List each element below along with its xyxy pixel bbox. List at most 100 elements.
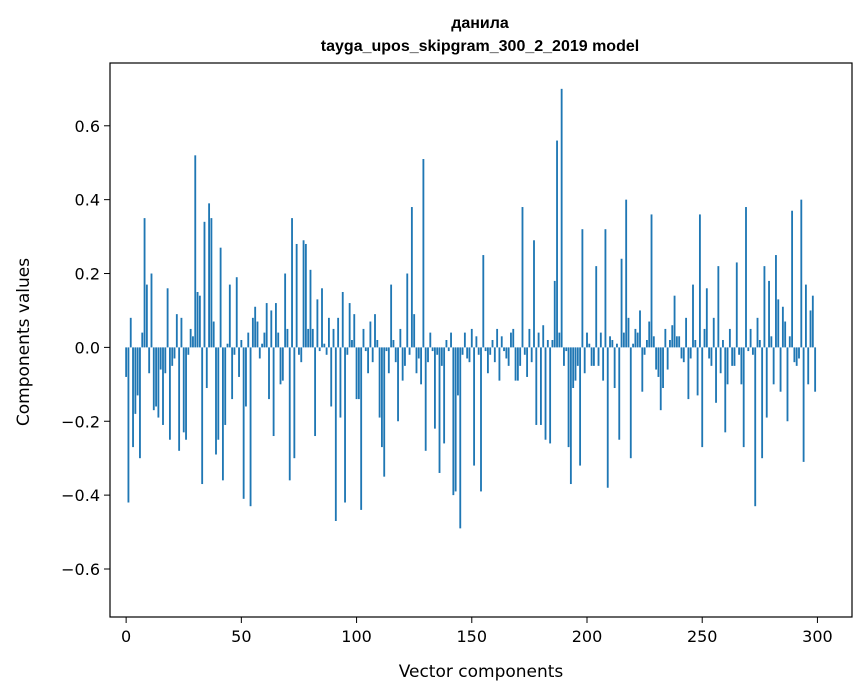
bar xyxy=(503,347,505,352)
bar xyxy=(486,347,489,374)
bar xyxy=(150,273,153,348)
bar xyxy=(480,347,482,492)
bar xyxy=(314,347,317,437)
bar xyxy=(284,273,287,348)
bar xyxy=(669,340,671,348)
bar xyxy=(226,343,229,348)
bar xyxy=(152,347,155,411)
bar xyxy=(772,347,775,385)
bar xyxy=(645,340,648,348)
bar xyxy=(344,347,346,503)
bar xyxy=(139,347,141,459)
bar xyxy=(293,347,296,459)
bar xyxy=(355,347,358,400)
bar xyxy=(701,347,704,448)
bar-series xyxy=(125,88,817,529)
bar xyxy=(178,347,181,451)
bar xyxy=(814,347,817,392)
bar xyxy=(141,332,144,348)
bar xyxy=(468,347,471,363)
bar xyxy=(724,347,727,433)
bar xyxy=(576,347,579,366)
bar xyxy=(318,347,321,352)
bar xyxy=(376,340,379,348)
bar xyxy=(666,347,669,370)
bar xyxy=(558,332,561,348)
bar xyxy=(348,303,351,348)
bar xyxy=(374,314,376,348)
bar xyxy=(703,328,706,348)
bar xyxy=(664,328,667,348)
bar xyxy=(145,284,148,348)
bar xyxy=(427,347,429,363)
bar xyxy=(254,306,257,348)
y-tick-label: −0.4 xyxy=(61,486,100,505)
bar xyxy=(510,332,512,348)
bar xyxy=(692,284,694,348)
bar xyxy=(807,347,810,385)
bar xyxy=(671,325,674,348)
bar xyxy=(311,328,314,348)
bar xyxy=(159,347,162,370)
bar xyxy=(323,343,326,348)
bar xyxy=(208,203,211,348)
bar xyxy=(673,295,676,348)
bar xyxy=(498,347,501,381)
bar xyxy=(809,310,812,348)
bar xyxy=(277,332,280,348)
bar xyxy=(765,347,768,418)
y-axis-label: Components values xyxy=(14,258,34,426)
bar xyxy=(563,347,565,366)
bar xyxy=(357,347,360,400)
bar xyxy=(295,243,298,348)
bar xyxy=(369,321,372,348)
bar xyxy=(533,240,535,348)
bar xyxy=(742,347,745,448)
bar xyxy=(171,347,174,366)
bar xyxy=(215,347,217,455)
bar xyxy=(422,159,425,348)
bar xyxy=(505,347,508,359)
bar xyxy=(754,347,757,507)
bar xyxy=(629,347,632,459)
bar xyxy=(800,199,803,348)
bar xyxy=(394,347,397,363)
bar xyxy=(125,347,128,377)
bar xyxy=(175,314,178,348)
bar xyxy=(745,207,747,348)
bar xyxy=(758,340,761,348)
bar xyxy=(496,328,499,348)
bar xyxy=(639,310,641,348)
bar xyxy=(652,336,655,348)
bar xyxy=(553,280,556,348)
bar xyxy=(768,280,770,348)
bar xyxy=(507,347,510,366)
bar xyxy=(240,340,243,348)
bar xyxy=(500,336,503,348)
bar xyxy=(613,347,616,389)
bar xyxy=(583,347,586,374)
bar xyxy=(383,347,386,477)
bar xyxy=(339,347,342,418)
x-axis-label: Vector components xyxy=(399,662,564,682)
bar xyxy=(530,347,533,363)
bar xyxy=(802,347,805,462)
bar xyxy=(542,325,545,348)
bar xyxy=(360,347,363,510)
bar xyxy=(399,328,402,348)
chart-title: данила xyxy=(451,15,509,32)
bar xyxy=(657,347,660,377)
bar xyxy=(728,328,731,348)
bar xyxy=(521,207,524,348)
bar xyxy=(565,347,568,352)
bar xyxy=(595,266,598,348)
bar xyxy=(194,155,197,348)
bar xyxy=(247,332,250,348)
bar xyxy=(327,317,330,348)
bar xyxy=(212,321,215,348)
bar xyxy=(512,328,515,348)
bar xyxy=(334,347,337,521)
bar xyxy=(556,140,558,348)
bar xyxy=(602,347,605,381)
